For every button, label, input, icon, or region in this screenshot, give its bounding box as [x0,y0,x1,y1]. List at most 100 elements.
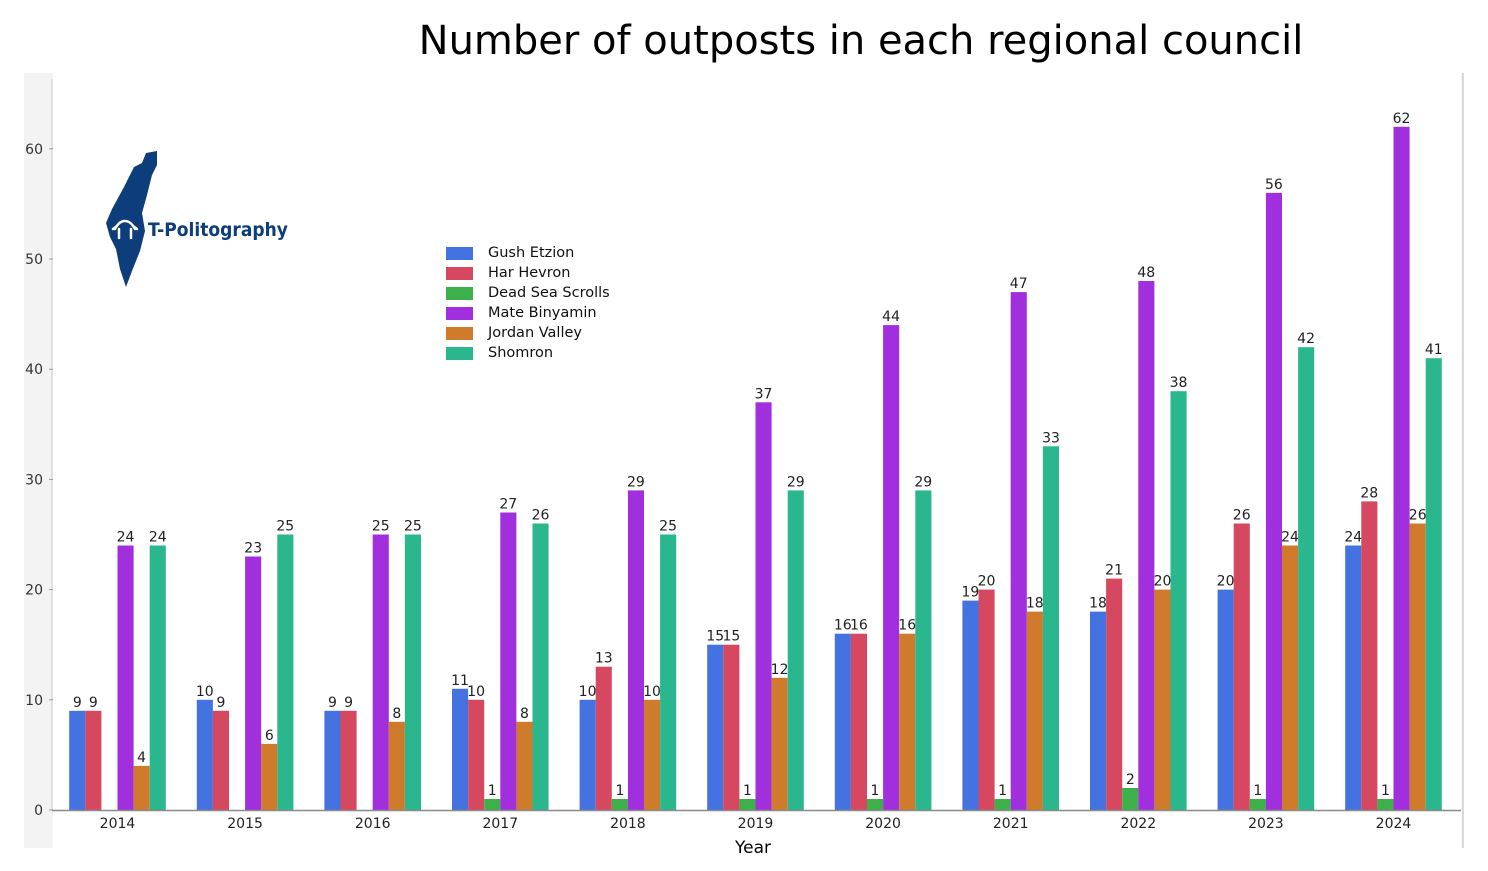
bar [962,600,979,810]
data-label: 16 [834,618,852,634]
bar [452,688,469,810]
data-label: 9 [328,695,337,711]
data-label: 1 [615,783,624,799]
data-label: 41 [1425,342,1443,358]
bar [707,644,724,810]
data-label: 47 [1010,276,1028,292]
bar [388,721,405,810]
data-label: 24 [1281,530,1299,546]
bar [516,721,533,810]
data-label: 26 [1409,508,1427,524]
data-label: 2 [1126,772,1135,788]
data-label: 4 [137,750,146,766]
legend-swatch [446,306,473,320]
bar [850,633,867,810]
data-label: 48 [1137,265,1155,281]
x-tick-label: 2017 [482,816,518,832]
data-label: 15 [706,629,724,645]
legend-swatch [446,326,473,340]
data-label: 42 [1297,331,1315,347]
bar [1265,192,1282,810]
data-label: 20 [1154,574,1172,590]
bar [149,545,166,810]
bar [978,589,995,810]
legend-label: Jordan Valley [488,325,582,341]
data-label: 27 [499,497,517,513]
data-label: 1 [998,783,1007,799]
bar [1233,523,1250,810]
bar [261,743,278,810]
bar [1042,446,1059,810]
data-label: 19 [961,585,979,601]
bar [117,545,134,810]
bar [1249,799,1266,810]
data-label: 18 [1089,596,1107,612]
bar [994,799,1011,810]
data-label: 44 [882,309,900,325]
bar [723,644,740,810]
data-label: 9 [344,695,353,711]
bar [611,799,628,810]
legend-item: Gush Etzion [446,243,610,263]
bar [660,534,677,810]
data-label: 10 [643,684,661,700]
bar [1298,347,1315,810]
bar [500,512,517,810]
bar [1106,578,1123,810]
bar [915,490,932,810]
x-tick-label: 2018 [610,816,646,832]
israel-map-icon [106,151,157,287]
data-label: 15 [722,629,740,645]
chart-title: Number of outposts in each regional coun… [418,18,1304,64]
bar [1345,545,1362,810]
bar [404,534,421,810]
data-label: 10 [467,684,485,700]
legend-swatch [446,346,473,360]
x-tick-label: 2021 [993,816,1029,832]
x-tick-label: 2015 [227,816,263,832]
data-label: 11 [451,673,469,689]
bar [1090,611,1107,810]
data-label: 25 [659,519,677,535]
data-label: 1 [488,783,497,799]
data-label: 29 [787,474,805,490]
bar [627,490,644,810]
bar [834,633,851,810]
legend-swatch [446,246,473,260]
bar [85,710,102,810]
bar [245,556,262,810]
x-tick-label: 2022 [1120,816,1156,832]
data-label: 9 [89,695,98,711]
data-label: 26 [532,508,550,524]
data-label: 24 [1344,530,1362,546]
y-tick-label: 30 [25,472,43,488]
y-tick-label: 10 [25,693,43,709]
bar [1393,126,1410,811]
data-label: 25 [404,519,422,535]
bar [324,710,341,810]
data-label: 9 [216,695,225,711]
data-label: 29 [627,474,645,490]
x-tick-label: 2014 [100,816,136,832]
legend-item: Jordan Valley [446,323,610,343]
bar [644,699,661,810]
y-tick-label: 20 [25,583,43,599]
bar [212,710,229,810]
x-tick-label: 2024 [1376,816,1412,832]
x-tick-label: 2020 [865,816,901,832]
data-label: 1 [1381,783,1390,799]
data-label: 10 [196,684,214,700]
legend-item: Mate Binyamin [446,303,610,323]
data-label: 20 [1217,574,1235,590]
bar [484,799,501,810]
bar [1138,281,1155,810]
bar [1154,589,1171,810]
data-label: 23 [244,541,262,557]
bar [340,710,357,810]
legend-label: Dead Sea Scrolls [488,285,610,301]
bar [277,534,294,810]
x-tick-label: 2019 [738,816,774,832]
bar [69,710,86,810]
